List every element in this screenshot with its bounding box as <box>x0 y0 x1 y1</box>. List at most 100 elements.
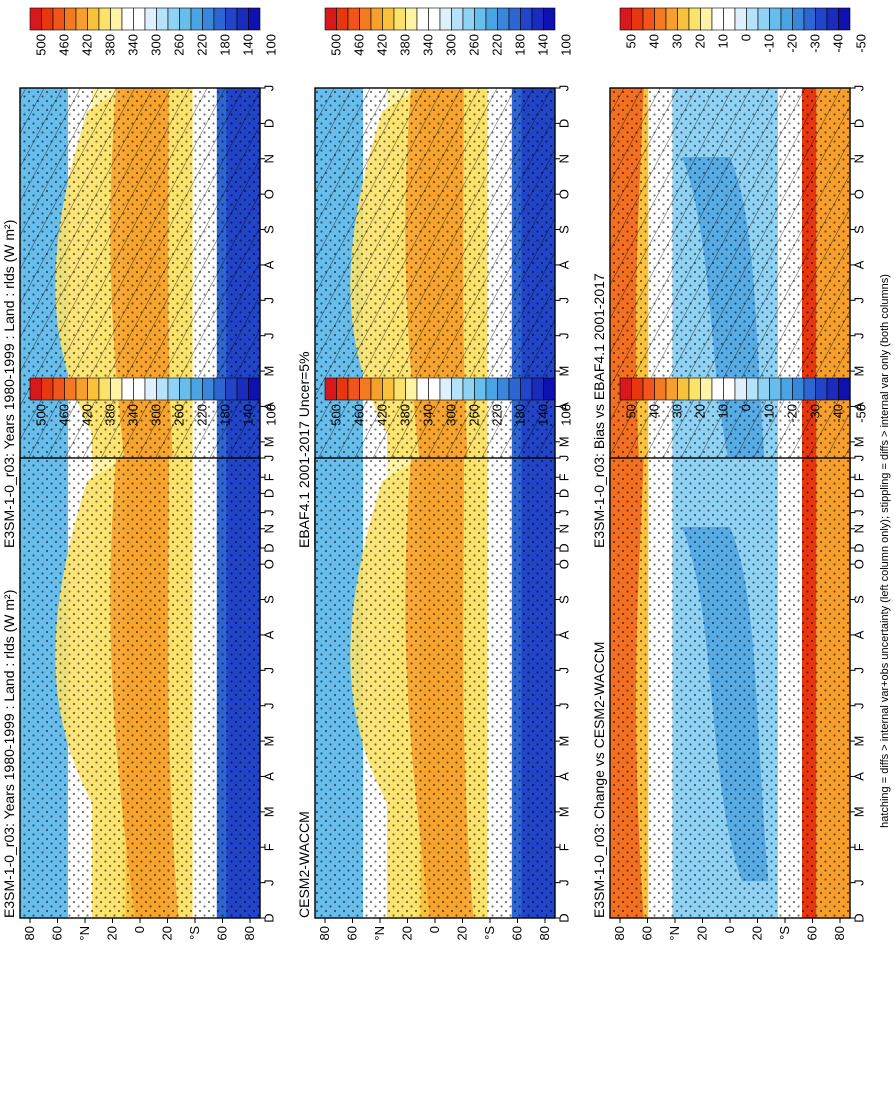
colorbar-swatch <box>654 377 667 401</box>
month-label: D <box>261 543 276 552</box>
panel-title: EBAF4.1 2001-2017 Uncer=5% <box>296 351 312 548</box>
month-label: D <box>556 119 571 128</box>
colorbar-swatch <box>428 377 441 401</box>
colorbar-label: 460 <box>352 404 367 426</box>
month-label: D <box>261 489 276 498</box>
colorbar-swatch <box>110 377 123 401</box>
month-label: A <box>851 402 866 411</box>
colorbar-swatch <box>405 377 418 401</box>
colorbar-swatch <box>780 377 793 401</box>
lat-tick-label: 80 <box>22 926 37 940</box>
lat-tick-label: 80 <box>242 926 257 940</box>
colorbar-swatch <box>52 377 65 401</box>
month-label: A <box>556 260 571 269</box>
month-label: N <box>851 154 866 163</box>
colorbar-swatch <box>110 7 123 31</box>
colorbar-swatch <box>815 377 828 401</box>
colorbar-swatch <box>393 7 406 31</box>
colorbar-swatch <box>405 7 418 31</box>
colorbar-label: 20 <box>693 34 708 48</box>
colorbar-swatch <box>190 7 203 31</box>
month-label: J <box>556 702 571 709</box>
colorbar-swatch <box>167 377 180 401</box>
colorbar-swatch <box>213 377 226 401</box>
colorbar-label: 420 <box>375 34 390 56</box>
colorbar-swatch <box>654 7 667 31</box>
month-label: N <box>261 524 276 533</box>
colorbar-swatch <box>619 7 632 31</box>
colorbar-swatch <box>236 377 249 401</box>
colorbar-swatch <box>700 377 713 401</box>
lat-tick-label: 60 <box>215 926 230 940</box>
colorbar-swatch <box>64 377 77 401</box>
colorbar-label: -30 <box>808 404 823 423</box>
colorbar-swatch <box>121 7 134 31</box>
month-label: O <box>556 189 571 199</box>
colorbar-swatch <box>359 7 372 31</box>
month-label: M <box>556 806 571 817</box>
colorbar-swatch <box>803 377 816 401</box>
colorbar-swatch <box>29 377 42 401</box>
colorbar-swatch <box>179 7 192 31</box>
colorbar-swatch <box>213 7 226 31</box>
colorbar-label: 380 <box>398 404 413 426</box>
colorbar-label: 140 <box>241 34 256 56</box>
month-label: M <box>261 436 276 447</box>
month-label: M <box>851 366 866 377</box>
lat-tick-label: °N <box>372 926 387 941</box>
colorbar-swatch <box>531 7 544 31</box>
colorbar-label: 500 <box>34 404 49 426</box>
month-label: D <box>556 543 571 552</box>
colorbar-label: 420 <box>375 404 390 426</box>
month-label: M <box>261 366 276 377</box>
chart-panel-6: 80 60 °N 20 0 20 °S 60 80 D J F M A M J J A S O N D J E3SM-1-0_… <box>591 377 869 941</box>
month-label: F <box>261 843 276 851</box>
colorbar-label: 300 <box>149 404 164 426</box>
month-label: S <box>556 225 571 234</box>
month-label: F <box>556 843 571 851</box>
colorbar-swatch <box>780 7 793 31</box>
colorbar-label: 180 <box>218 404 233 426</box>
colorbar-swatch <box>370 7 383 31</box>
colorbar-swatch <box>757 377 770 401</box>
colorbar-swatch <box>508 7 521 31</box>
colorbar-swatch <box>75 7 88 31</box>
colorbar-swatch <box>769 7 782 31</box>
colorbar-swatch <box>236 7 249 31</box>
colorbar-label: 100 <box>264 404 279 426</box>
colorbar-label: 340 <box>126 404 141 426</box>
colorbar-swatch <box>723 7 736 31</box>
colorbar-label: 30 <box>670 34 685 48</box>
colorbar-label: 420 <box>80 404 95 426</box>
month-label: J <box>261 297 276 304</box>
panel-title: E3SM-1-0_r03: Years 1980-1999 : Land : r… <box>1 220 17 548</box>
colorbar-label: 460 <box>57 34 72 56</box>
colorbar-swatch <box>543 377 556 401</box>
month-label: J <box>261 85 276 92</box>
colorbar-swatch <box>520 377 533 401</box>
colorbar-label: -40 <box>831 404 846 423</box>
month-label: M <box>556 366 571 377</box>
month-label: J <box>851 297 866 304</box>
month-label: A <box>261 772 276 781</box>
month-label: D <box>556 913 571 922</box>
chart-panel-4: 80 60 °N 20 0 20 °S 60 80 D J F M A M J J A S O N D J CESM2-WAC… <box>296 377 574 941</box>
colorbar-label: -50 <box>854 404 869 423</box>
colorbar-swatch <box>202 377 215 401</box>
month-label: J <box>261 879 276 886</box>
colorbar-label: 260 <box>172 34 187 56</box>
colorbar-swatch <box>838 377 851 401</box>
colorbar-label: 460 <box>352 34 367 56</box>
colorbar-label: 300 <box>444 404 459 426</box>
lat-tick-label: 60 <box>510 926 525 940</box>
colorbar-label: -20 <box>785 34 800 53</box>
month-label: A <box>851 630 866 639</box>
month-label: O <box>851 189 866 199</box>
colorbar-swatch <box>631 7 644 31</box>
colorbar-label: 340 <box>421 404 436 426</box>
colorbar-label: 300 <box>444 34 459 56</box>
colorbar-label: 100 <box>264 34 279 56</box>
colorbar-swatch <box>543 7 556 31</box>
colorbar-label: 260 <box>467 34 482 56</box>
colorbar-label: 40 <box>647 34 662 48</box>
